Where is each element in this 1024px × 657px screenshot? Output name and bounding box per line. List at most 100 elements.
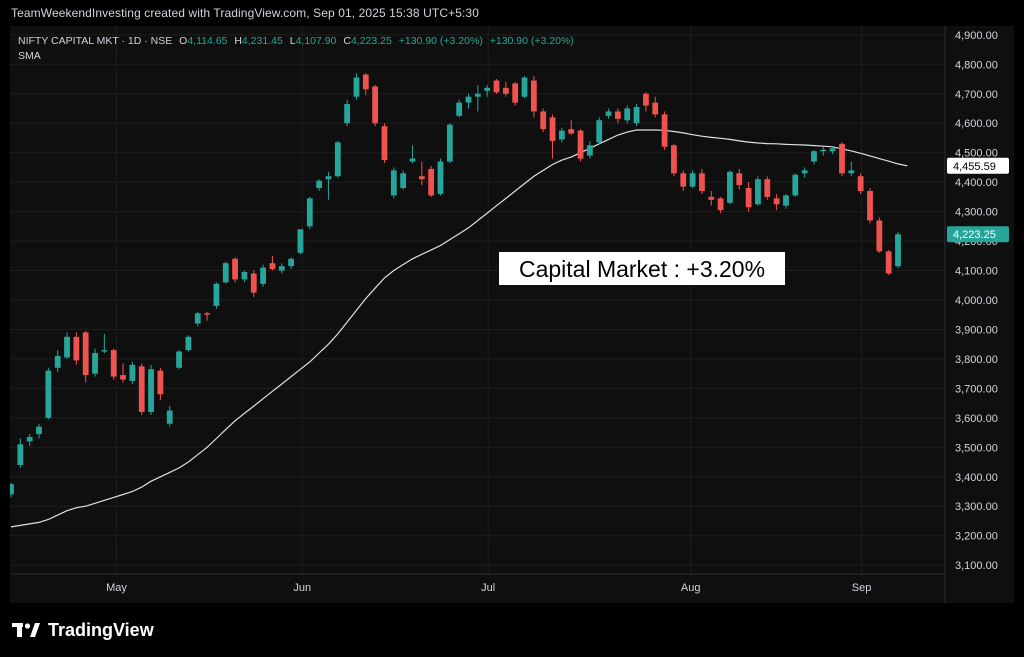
candle-body [801, 170, 808, 174]
candle [820, 146, 827, 156]
candle-body [334, 142, 341, 177]
candle [166, 406, 173, 427]
candle [867, 188, 873, 224]
legend-high: 4,231.45 [241, 35, 283, 47]
candle [176, 350, 182, 370]
candle [306, 196, 313, 230]
time-tick-label: Sep [852, 582, 872, 594]
grid-lines [10, 26, 946, 603]
tradingview-brand[interactable]: TradingView [12, 618, 154, 642]
candle-body [895, 234, 901, 267]
candle [549, 114, 556, 159]
candle [73, 332, 80, 365]
candle [325, 171, 332, 200]
candle-body [297, 229, 304, 253]
candle-body [36, 426, 42, 435]
candle-body [708, 196, 715, 200]
candle [418, 161, 425, 186]
legend-change: +130.90 (+3.20%) [398, 35, 483, 47]
sma-line [10, 129, 908, 528]
candle [680, 170, 687, 191]
time-axis[interactable]: May Jun Jul Aug Sep [106, 582, 871, 594]
candle-body [568, 129, 575, 134]
candle [586, 140, 593, 159]
time-tick-label: Aug [681, 582, 701, 594]
candle-body [764, 179, 771, 197]
candle-body [344, 104, 351, 124]
candle [512, 81, 519, 106]
candle [353, 73, 360, 100]
candle [615, 108, 621, 124]
candle [717, 196, 724, 214]
price-tick-label: 4,400.00 [955, 177, 998, 189]
candle [885, 249, 892, 275]
candle-body [138, 366, 145, 412]
candle [708, 190, 715, 206]
candle-body [306, 198, 313, 227]
candle-body [381, 126, 388, 161]
candle-body [82, 332, 89, 376]
candle-body [848, 170, 855, 174]
candle [792, 173, 799, 197]
candle [652, 96, 659, 118]
candle [596, 117, 603, 144]
candle-body [624, 108, 631, 121]
candle [250, 270, 257, 298]
candle [381, 123, 388, 163]
candle [138, 363, 145, 415]
candle-body [820, 149, 827, 152]
candles-layer [10, 73, 901, 498]
candle [530, 76, 537, 118]
candle-body [73, 336, 80, 361]
price-tick-label: 4,800.00 [955, 59, 998, 71]
candle-body [549, 117, 556, 141]
candle [811, 149, 817, 165]
candle-body [194, 313, 201, 324]
candle-body [661, 114, 668, 147]
candle-body [325, 176, 332, 180]
candle [409, 145, 416, 163]
candle-body [250, 273, 257, 293]
candle-body [288, 258, 294, 267]
legend-low-label: L [289, 35, 296, 47]
candlestick-chart[interactable]: 3,100.00 3,200.00 3,300.00 3,400.00 3,500.00… [10, 26, 1014, 603]
candle-body [241, 272, 248, 280]
candle-body [521, 77, 528, 97]
candle [643, 92, 649, 112]
annotation-box [499, 252, 785, 285]
candle-body [232, 258, 238, 280]
candle-body [428, 168, 435, 196]
candle-body [213, 283, 220, 306]
candle-body [446, 124, 453, 162]
legend-close: 4,223.25 [350, 35, 392, 47]
candle [745, 182, 752, 212]
candle [839, 142, 845, 177]
candle-body [512, 83, 519, 103]
candle-body [390, 170, 397, 196]
candle [129, 361, 136, 384]
candle-body [493, 80, 500, 93]
candle-body [717, 198, 724, 211]
sma-price-tag [947, 157, 1009, 174]
candle-body [857, 176, 864, 191]
candle-body [353, 77, 360, 97]
price-axis[interactable]: 3,100.00 3,200.00 3,300.00 3,400.00 3,500.00… [947, 30, 1009, 572]
legend-open-label: O [179, 35, 188, 47]
candle [10, 482, 14, 498]
candle-body [17, 444, 24, 465]
legend-indicator-sma[interactable]: SMA [18, 50, 41, 62]
chart-pane[interactable]: 3,100.00 3,200.00 3,300.00 3,400.00 3,500.00… [10, 26, 1014, 603]
candle-body [148, 369, 154, 412]
candle-body [362, 74, 369, 90]
candle-body [577, 130, 584, 159]
candle [278, 263, 285, 274]
candle [428, 165, 435, 197]
sma-layer [10, 129, 908, 528]
legend-low: 4,107.90 [295, 35, 337, 47]
candle [316, 179, 323, 191]
candle-body [680, 173, 687, 187]
candle-body [166, 410, 173, 424]
price-tick-label: 3,800.00 [955, 354, 998, 366]
candle [437, 158, 444, 196]
legend-row-ohlc: NIFTY CAPITAL MKT · 1D · NSE O4,114.65 H… [18, 34, 574, 49]
